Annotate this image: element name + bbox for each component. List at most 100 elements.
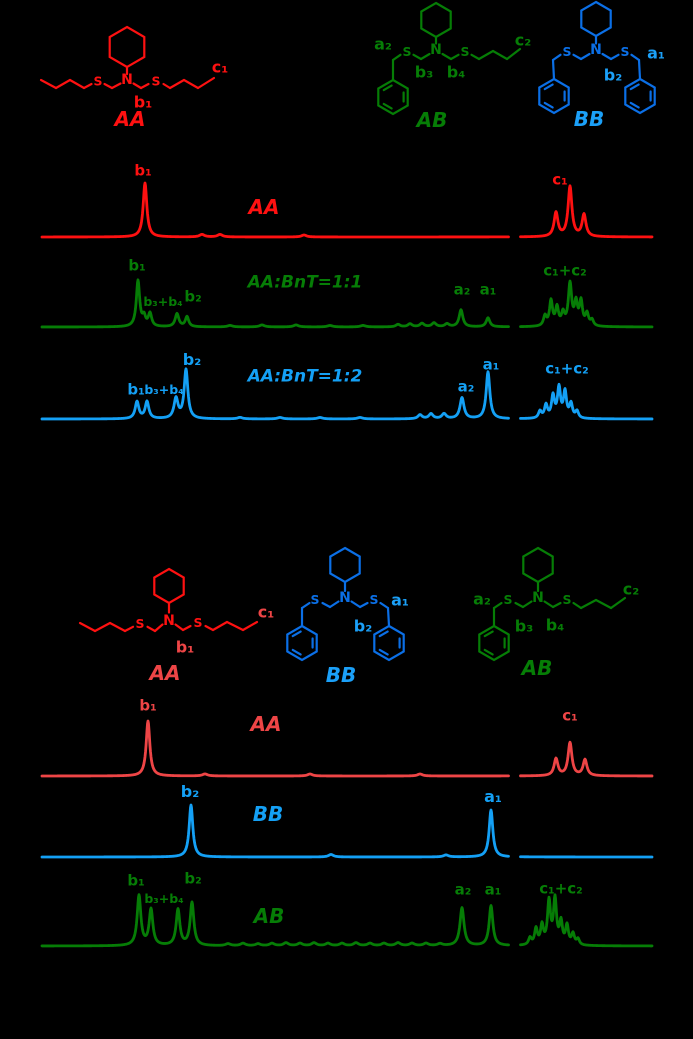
position-label-a₂: a₂ <box>473 590 491 609</box>
bond <box>168 78 186 90</box>
atom-label-N: N <box>163 613 175 629</box>
position-label-b₁: b₁ <box>176 638 194 657</box>
atom-label-S: S <box>151 74 160 89</box>
position-label-a₂: a₂ <box>374 35 392 54</box>
bond <box>609 596 627 610</box>
spectrum-aa-bnt-1-1 <box>40 278 654 329</box>
spectrum-aa-pure-top <box>40 181 654 239</box>
atom-label-N: N <box>121 72 133 88</box>
bond <box>204 624 215 632</box>
structure-name-AA: AA <box>148 661 181 685</box>
bond <box>162 82 172 90</box>
bond <box>514 601 525 609</box>
bond <box>110 82 122 90</box>
aromatic-double-bond <box>291 648 302 656</box>
structure-name-AA: AA <box>113 107 146 131</box>
position-label-b₃: b₃ <box>415 63 433 82</box>
position-label-c₁: c₁ <box>258 603 275 622</box>
structure-top-aa: S N Sb₁ c₁ AA <box>39 25 229 131</box>
aromatic-double-bond <box>378 630 389 638</box>
atom-label-S: S <box>562 592 571 607</box>
atom-label-S: S <box>93 74 102 89</box>
position-label-b₃: b₃ <box>515 617 533 636</box>
structure-bot-aa: S N Sb₁ c₁ AA <box>78 567 275 685</box>
atom-label-S: S <box>402 44 411 59</box>
bond <box>551 58 556 81</box>
position-label-c₁: c₁ <box>212 58 229 77</box>
bond <box>174 623 185 632</box>
bond <box>241 620 259 632</box>
bond <box>196 76 216 90</box>
structure-top-bb: S N Sb₂ a₁ BB <box>538 0 665 131</box>
structure-name-BB: BB <box>326 663 357 687</box>
spectrum-bb-pure-trace-left <box>40 803 510 859</box>
cyclohexane-ring <box>153 567 185 605</box>
bond <box>93 621 112 633</box>
cyclohexane-ring <box>108 25 146 69</box>
aromatic-double-bond <box>291 630 302 638</box>
bond <box>637 58 642 81</box>
atom-label-S: S <box>310 592 319 607</box>
atom-label-N: N <box>532 590 544 606</box>
benzene-ring <box>624 77 656 115</box>
bond <box>379 601 390 610</box>
spectrum-aa-pure-bottom <box>40 719 654 778</box>
benzene-ring <box>286 624 318 662</box>
bond <box>182 78 200 90</box>
atom-label-S: S <box>193 615 202 630</box>
aromatic-double-bond <box>382 102 393 110</box>
bond <box>572 53 583 61</box>
bond <box>609 53 620 61</box>
bond <box>521 600 533 609</box>
atom-label-S: S <box>369 592 378 607</box>
spectrum-bb-pure <box>40 803 654 859</box>
structure-name-AB: AB <box>415 108 448 132</box>
cyclohexane-ring <box>420 1 452 39</box>
bond <box>441 52 453 61</box>
bond <box>491 49 509 61</box>
bond <box>594 598 613 610</box>
bond <box>54 78 72 90</box>
spectrum-aa-bnt-1-1-trace-left <box>40 278 510 329</box>
bond <box>211 620 229 632</box>
position-label-c₂: c₂ <box>515 31 532 50</box>
spectrum-ab-pure <box>40 893 654 948</box>
bond <box>601 52 613 61</box>
bond <box>412 53 423 61</box>
atom-label-S: S <box>562 44 571 59</box>
bond <box>572 601 583 610</box>
bond <box>78 621 97 633</box>
spectrum-ab-pure-trace-right <box>519 893 654 948</box>
bond <box>153 623 164 633</box>
bond <box>492 601 503 610</box>
benzene-ring <box>538 77 570 115</box>
spectrum-aa-bnt-1-2 <box>40 367 654 421</box>
structure-name-BB: BB <box>574 107 605 131</box>
atom-label-N: N <box>339 590 351 606</box>
atom-label-S: S <box>503 592 512 607</box>
bond <box>39 78 58 90</box>
position-label-b₂: b₂ <box>354 617 372 636</box>
bond <box>328 600 340 609</box>
spectrum-aa-pure-bottom-trace-left <box>40 719 510 778</box>
bond <box>108 621 127 633</box>
bond <box>103 82 114 90</box>
bond <box>321 601 332 609</box>
position-label-b₂: b₂ <box>604 66 622 85</box>
atom-label-S: S <box>135 616 144 631</box>
aromatic-double-bond <box>382 84 393 92</box>
bond <box>225 620 245 632</box>
structure-bot-bb: S N Sb₂ a₁ BB <box>286 546 409 687</box>
spectrum-aa-bnt-1-2-trace-left <box>40 367 510 421</box>
bond <box>139 82 150 90</box>
atom-label-N: N <box>590 42 602 58</box>
atom-label-S: S <box>620 44 629 59</box>
bond <box>630 53 641 62</box>
aromatic-double-bond <box>483 648 494 656</box>
bond <box>300 601 311 610</box>
bond <box>123 625 135 633</box>
aromatic-double-bond <box>629 101 640 109</box>
bond <box>551 601 562 609</box>
